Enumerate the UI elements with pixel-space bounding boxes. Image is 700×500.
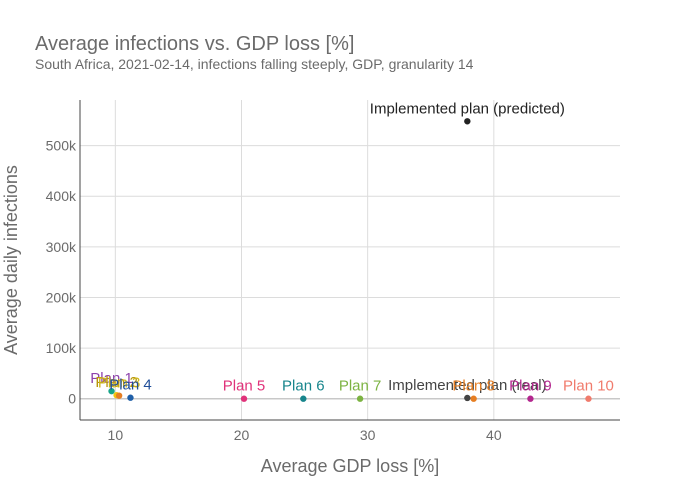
data-point — [585, 395, 592, 402]
data-point — [127, 394, 134, 401]
data-points — [108, 118, 592, 402]
point-label: Plan 3 — [98, 375, 141, 392]
grid-lines — [80, 100, 620, 420]
x-tick-labels: 10 20 30 40 — [108, 427, 502, 443]
y-axis-title: Average daily infections — [1, 165, 21, 355]
data-point — [464, 394, 471, 402]
point-label: Plan 1 — [90, 370, 133, 387]
y-tick-label: 500k — [46, 138, 77, 154]
data-point — [240, 395, 248, 402]
data-point — [300, 395, 307, 402]
point-label: Plan 4 — [109, 377, 152, 394]
y-tick-label: 0 — [68, 391, 76, 407]
data-point — [470, 395, 477, 402]
x-tick-label: 10 — [108, 427, 124, 443]
chart-title: Average infections vs. GDP loss [%] — [35, 33, 354, 55]
point-label: Plan 10 — [563, 378, 614, 395]
point-label: Implemented plan (real) — [388, 377, 546, 394]
data-point — [115, 392, 123, 399]
y-tick-labels: 0 100k 200k 300k 400k 500k — [46, 138, 77, 407]
axes — [79, 100, 620, 421]
x-tick-label: 30 — [360, 427, 376, 443]
y-tick-label: 400k — [46, 188, 77, 204]
x-axis-title: Average GDP loss [%] — [261, 456, 439, 476]
data-point — [527, 395, 534, 402]
data-point — [464, 118, 471, 125]
point-label: Plan 9 — [509, 378, 552, 395]
point-label: Plan 7 — [339, 378, 382, 395]
y-tick-label: 200k — [46, 289, 77, 305]
y-tick-label: 100k — [46, 340, 77, 356]
data-point — [108, 387, 115, 395]
x-tick-label: 40 — [486, 427, 502, 443]
point-label: Plan 6 — [282, 378, 325, 395]
point-label: Plan 8 — [452, 378, 495, 395]
point-label: Plan 2 — [95, 374, 138, 391]
point-label: Plan 5 — [223, 378, 266, 395]
point-label: Implemented plan (predicted) — [370, 100, 565, 117]
chart-subtitle: South Africa, 2021-02-14, infections fal… — [35, 56, 474, 72]
y-tick-label: 300k — [46, 239, 77, 255]
x-tick-label: 20 — [234, 427, 250, 443]
data-point — [356, 395, 364, 402]
